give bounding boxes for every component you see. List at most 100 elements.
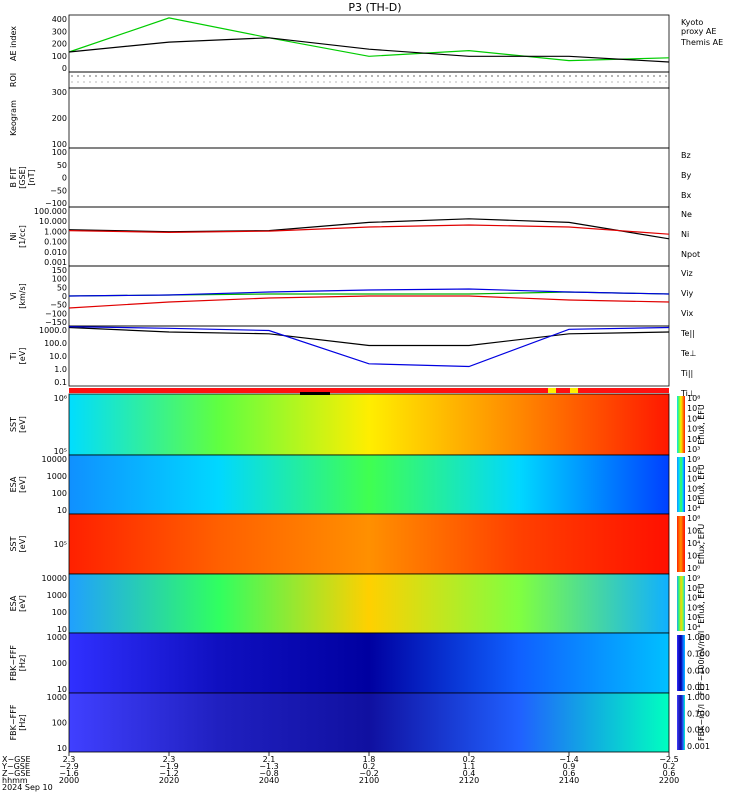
roi-dot — [305, 81, 307, 83]
roi-dot — [389, 81, 391, 83]
y-tick: 0.010 — [44, 248, 67, 257]
roi-dot — [395, 75, 397, 77]
roi-dot — [89, 75, 91, 77]
spectrogram-12 — [69, 693, 669, 752]
roi-dot — [233, 81, 235, 83]
roi-dot — [581, 81, 583, 83]
y-tick: 10 — [57, 625, 67, 634]
roi-dot — [191, 75, 193, 77]
roi-dot — [647, 75, 649, 77]
y-label: FBK−FFF — [9, 645, 18, 681]
series-line-4-0 — [68, 218, 670, 240]
y-tick: 10.000 — [39, 217, 67, 226]
roi-dot — [485, 81, 487, 83]
y-label: SST — [9, 536, 18, 551]
roi-dot — [155, 81, 157, 83]
roi-dot — [437, 75, 439, 77]
roi-dot — [203, 75, 205, 77]
roi-dot — [485, 75, 487, 77]
colorbar-tick: 10⁹ — [687, 574, 700, 583]
roi-dot — [467, 75, 469, 77]
roi-dot — [101, 75, 103, 77]
roi-dot — [179, 75, 181, 77]
y-tick: 0.100 — [44, 238, 67, 247]
roi-dot — [155, 75, 157, 77]
y-tick: 10⁵ — [54, 447, 67, 456]
colorbar-label: Eflux, EFU — [697, 524, 706, 565]
roi-dot — [527, 81, 529, 83]
colorbar-tick: 10⁴ — [687, 435, 700, 444]
colorbar-tick: 10⁶ — [687, 603, 700, 612]
roi-dot — [539, 75, 541, 77]
roi-dot — [437, 81, 439, 83]
roi-dot — [569, 75, 571, 77]
roi-dot — [431, 81, 433, 83]
roi-dot — [71, 75, 73, 77]
y-tick: 0 — [62, 174, 67, 183]
colorbar-tick: 10⁶ — [687, 527, 700, 536]
colorbar-label: Eflux, EFU — [697, 583, 706, 624]
roi-dot — [605, 81, 607, 83]
roi-dot — [665, 81, 667, 83]
roi-dot — [431, 75, 433, 77]
roi-dot — [503, 75, 505, 77]
x-tick-label: 2140 — [559, 776, 579, 785]
x-tick-label: −1.3 — [259, 762, 278, 771]
roi-dot — [113, 75, 115, 77]
roi-dot — [77, 81, 79, 83]
roi-dot — [473, 75, 475, 77]
roi-dot — [311, 81, 313, 83]
colorbar-label: FFF−100mV/m/l — [697, 631, 706, 695]
roi-dot — [137, 75, 139, 77]
x-tick-label: 0.9 — [563, 762, 576, 771]
roi-dot — [209, 81, 211, 83]
y-tick: 1000 — [47, 472, 67, 481]
roi-dot — [521, 81, 523, 83]
legend-entry: Ti⊥ — [680, 389, 695, 398]
roi-dot — [401, 81, 403, 83]
legend-entry: Ne — [681, 210, 692, 219]
plot-title: P3 (TH-D) — [348, 1, 401, 14]
y-tick: 100 — [52, 275, 67, 284]
x-tick-label: 0.4 — [463, 769, 476, 778]
y-tick: −100 — [45, 309, 67, 318]
colorbar-tick: 0.100 — [687, 709, 710, 718]
x-tick-label: 0.2 — [663, 762, 676, 771]
spectrogram-11 — [69, 633, 669, 693]
roi-dot — [605, 75, 607, 77]
roi-dot — [335, 75, 337, 77]
roi-dot — [533, 75, 535, 77]
panel-frame-6 — [68, 325, 670, 387]
legend-entry: Themis AE — [680, 38, 723, 47]
series-line-5-0 — [68, 295, 670, 309]
roi-dot — [635, 75, 637, 77]
colorbar-tick: 1.000 — [687, 693, 710, 702]
roi-dot — [263, 81, 265, 83]
roi-dot — [569, 81, 571, 83]
y-label: SST — [9, 417, 18, 432]
roi-dot — [491, 81, 493, 83]
roi-dot — [299, 81, 301, 83]
roi-dot — [419, 81, 421, 83]
roi-dot — [461, 81, 463, 83]
colorbar-tick: 1.000 — [687, 633, 710, 642]
roi-dot — [143, 75, 145, 77]
y-tick: 100 — [52, 52, 67, 61]
roi-dot — [509, 81, 511, 83]
spectrogram-7 — [69, 394, 669, 455]
y-tick: −100 — [45, 199, 67, 208]
roi-dot — [89, 81, 91, 83]
roi-dot — [587, 75, 589, 77]
roi-dot — [587, 81, 589, 83]
roi-dot — [239, 81, 241, 83]
y-tick: 300 — [52, 88, 67, 97]
y-tick: −50 — [50, 186, 67, 195]
x-tick-label: 2000 — [59, 776, 79, 785]
y-tick: 100 — [52, 608, 67, 617]
colorbar-tick: 10⁵ — [687, 494, 700, 503]
colorbar-tick: 10⁸ — [687, 465, 700, 474]
roi-dot — [515, 81, 517, 83]
x-tick-label: −0.8 — [259, 769, 278, 778]
roi-dot — [635, 81, 637, 83]
roi-dot — [167, 75, 169, 77]
